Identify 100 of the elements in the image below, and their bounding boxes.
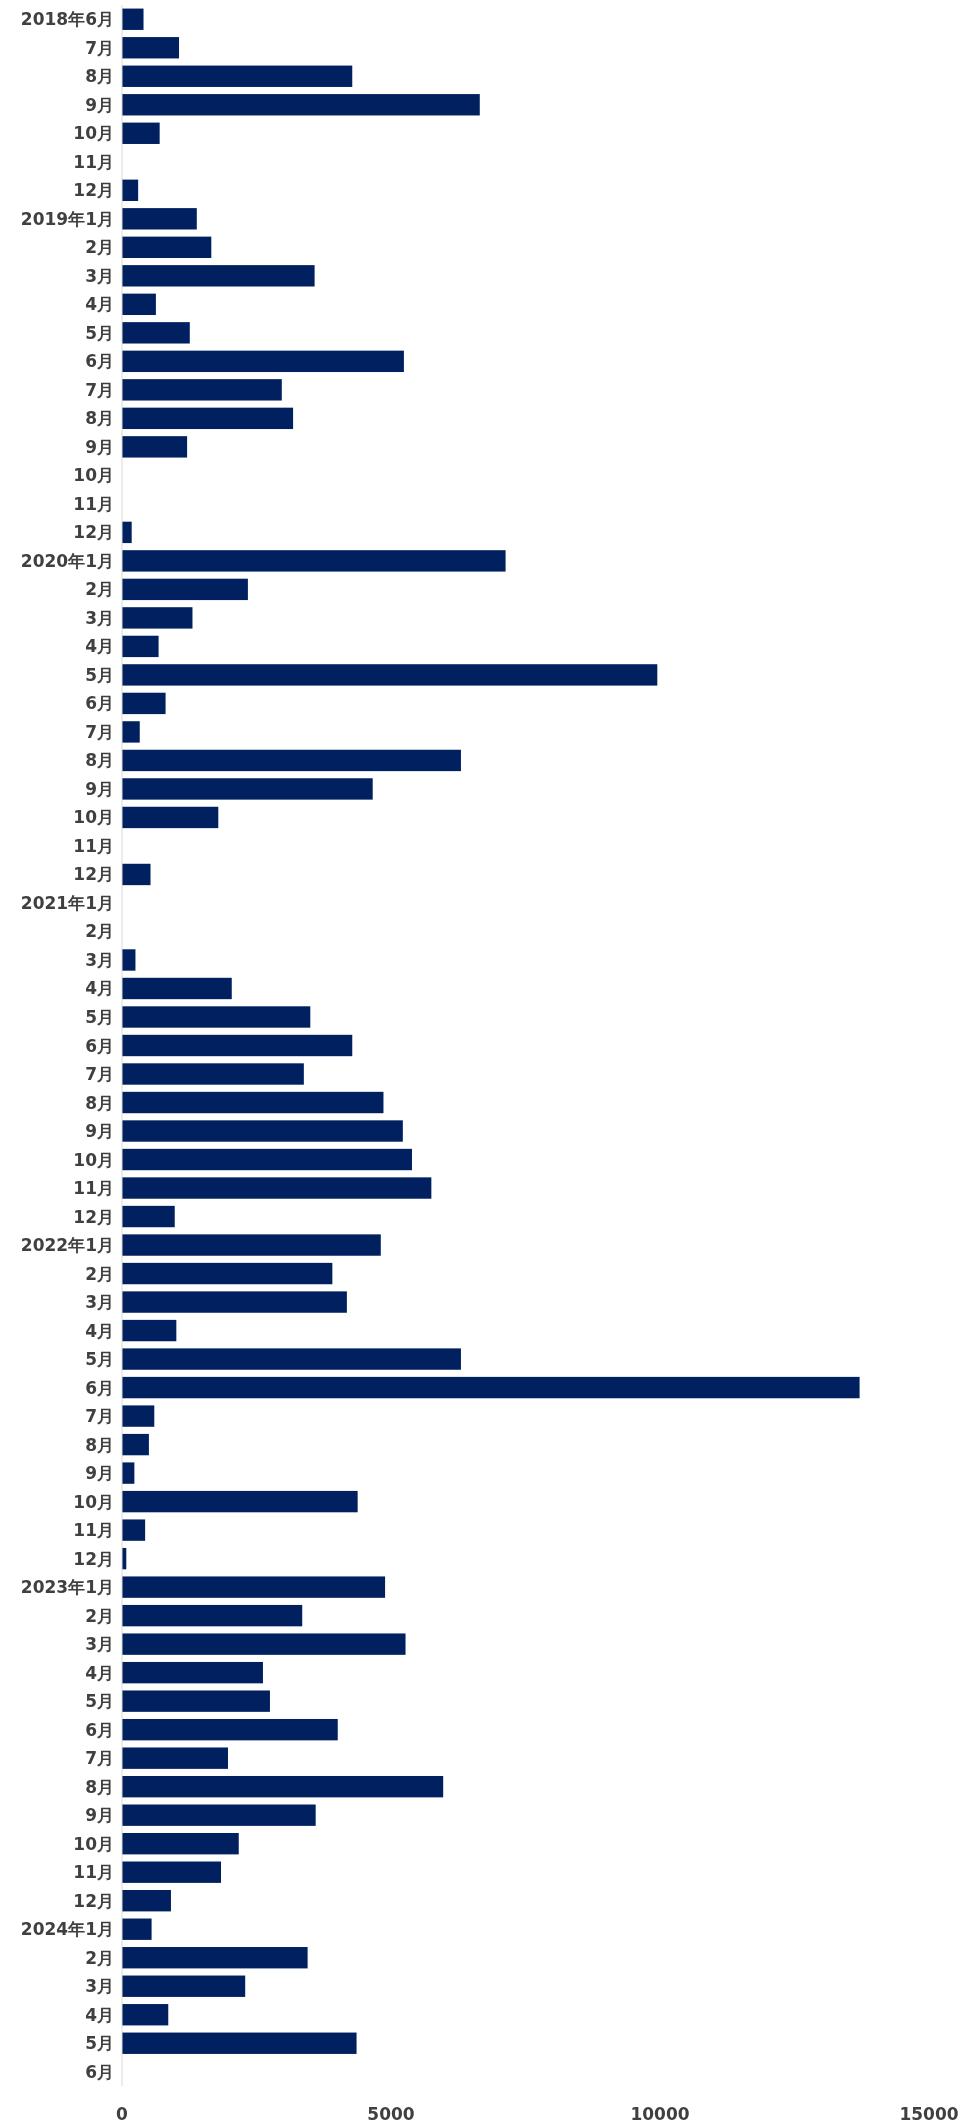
- bar: [122, 1604, 303, 1627]
- y-tick-label: 5月: [85, 322, 114, 343]
- bar: [122, 607, 193, 629]
- y-tick-label: 11月: [73, 493, 114, 514]
- y-tick-label: 7月: [85, 721, 114, 742]
- bar: [122, 1947, 308, 1969]
- bar: [122, 1319, 177, 1342]
- x-tick-label: 15000: [899, 2104, 959, 2124]
- y-tick-label: 8月: [85, 408, 114, 429]
- y-tick-label: 7月: [85, 1406, 114, 1427]
- bar: [122, 350, 404, 373]
- bar: [122, 1918, 152, 1940]
- bar: [122, 1861, 221, 1883]
- bar: [122, 721, 140, 743]
- y-tick-label: 2月: [85, 921, 114, 942]
- bar: [122, 1433, 149, 1456]
- bar: [122, 1975, 246, 1997]
- bar: [122, 1177, 432, 1199]
- y-tick-label: 7月: [85, 1748, 114, 1769]
- y-tick-label: 6月: [85, 1035, 114, 1056]
- bar: [122, 1661, 263, 1684]
- bar: [122, 407, 294, 430]
- bar: [122, 1833, 239, 1855]
- y-tick-label: 3月: [85, 1976, 114, 1997]
- y-tick-label: 9月: [85, 778, 114, 799]
- y-tick-label: 5月: [85, 1349, 114, 1370]
- y-tick-label: 6月: [85, 351, 114, 372]
- bar: [122, 1747, 228, 1769]
- bar: [122, 2032, 357, 2054]
- bar: [122, 379, 282, 401]
- bar: [122, 179, 139, 201]
- y-tick-label: 5月: [85, 1006, 114, 1027]
- y-tick-label: 11月: [73, 835, 114, 856]
- y-tick-label: 7月: [85, 37, 114, 58]
- bar: [122, 2004, 169, 2026]
- bar: [122, 1348, 461, 1370]
- x-tick-label: 5000: [367, 2104, 415, 2124]
- bar: [122, 1063, 304, 1085]
- y-tick-label: 5月: [85, 1691, 114, 1712]
- y-tick-label: 2019年1月: [20, 208, 114, 229]
- bar: [122, 1262, 333, 1285]
- y-tick-label: 2月: [85, 1263, 114, 1284]
- y-tick-label: 9月: [85, 1463, 114, 1484]
- bar: [122, 236, 212, 258]
- y-tick-label: 9月: [85, 94, 114, 115]
- y-tick-label: 10月: [73, 123, 114, 144]
- bar: [122, 1462, 135, 1484]
- y-tick-label: 11月: [73, 1520, 114, 1541]
- bar: [122, 1120, 403, 1142]
- y-tick-label: 3月: [85, 607, 114, 628]
- bar: [122, 863, 151, 886]
- y-tick-label: 3月: [85, 1634, 114, 1655]
- bar: [122, 322, 190, 344]
- y-tick-label: 4月: [85, 294, 114, 315]
- bar: [122, 977, 232, 1000]
- bar: [122, 521, 132, 544]
- bar: [122, 806, 219, 829]
- y-tick-label: 12月: [73, 1548, 114, 1569]
- bar: [122, 1690, 270, 1712]
- x-tick-label: 0: [116, 2104, 129, 2124]
- y-tick-label: 11月: [73, 151, 114, 172]
- y-tick-label: 8月: [85, 66, 114, 87]
- bar: [122, 635, 159, 658]
- y-tick-label: 2021年1月: [20, 892, 114, 913]
- y-tick-label: 3月: [85, 265, 114, 286]
- y-tick-label: 12月: [73, 864, 114, 885]
- bar: [122, 1890, 171, 1912]
- bar: [122, 1490, 358, 1513]
- y-tick-label: 11月: [73, 1178, 114, 1199]
- bar: [122, 664, 658, 686]
- bar: [122, 1376, 860, 1399]
- bar: [122, 122, 160, 144]
- y-tick-label: 2023年1月: [20, 1577, 114, 1598]
- y-tick-label: 9月: [85, 1805, 114, 1826]
- y-tick-label: 8月: [85, 1776, 114, 1797]
- y-tick-label: 9月: [85, 436, 114, 457]
- y-tick-label: 2024年1月: [20, 1919, 114, 1940]
- y-tick-label: 4月: [85, 978, 114, 999]
- bar: [122, 550, 506, 572]
- y-tick-label: 6月: [85, 1377, 114, 1398]
- y-tick-label: 10月: [73, 1833, 114, 1854]
- y-tick-label: 12月: [73, 522, 114, 543]
- bar: [122, 1091, 384, 1114]
- bar: [122, 293, 156, 316]
- bar: [122, 265, 315, 287]
- bar: [122, 1205, 175, 1228]
- y-tick-label: 7月: [85, 379, 114, 400]
- y-tick-label: 9月: [85, 1121, 114, 1142]
- bar: [122, 1576, 386, 1598]
- bar: [122, 1291, 347, 1313]
- y-tick-label: 7月: [85, 1064, 114, 1085]
- bar: [122, 692, 166, 715]
- y-tick-label: 10月: [73, 1491, 114, 1512]
- bar: [122, 1519, 146, 1541]
- y-tick-label: 4月: [85, 1662, 114, 1683]
- y-tick-label: 10月: [73, 807, 114, 828]
- y-tick-label: 2月: [85, 237, 114, 258]
- y-tick-label: 12月: [73, 1890, 114, 1911]
- y-tick-label: 11月: [73, 1862, 114, 1883]
- bar: [122, 949, 136, 971]
